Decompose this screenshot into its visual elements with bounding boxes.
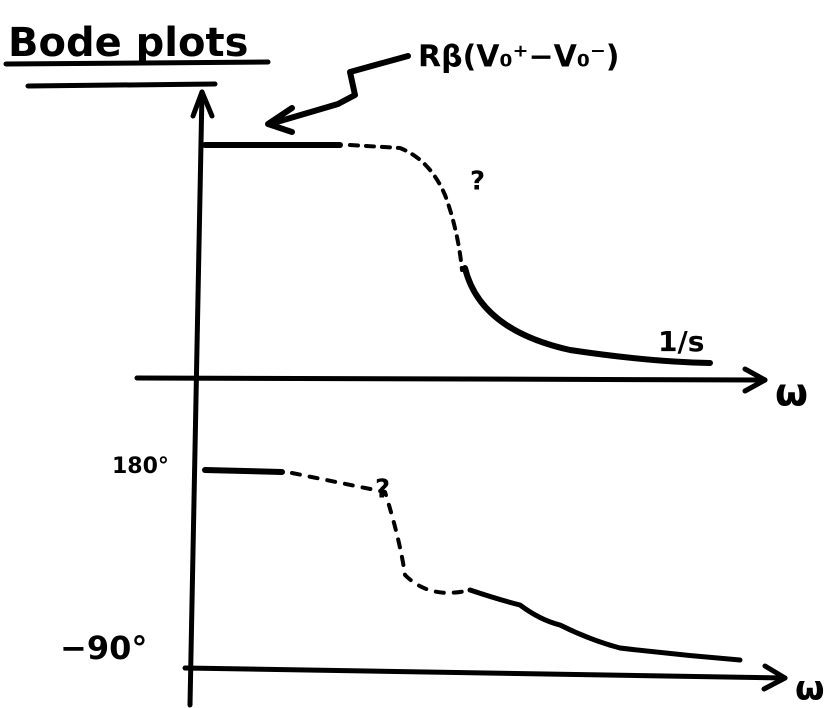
- x-axis-label: ω: [795, 669, 825, 708]
- x-axis-arrow: [742, 366, 768, 394]
- magnitude-uncertain: [348, 143, 464, 272]
- x-axis: [182, 665, 788, 681]
- annotation-arrow: [267, 53, 411, 127]
- slope-label: 1/s: [658, 325, 704, 358]
- phase-rolloff: [467, 587, 743, 663]
- y-axis: [187, 89, 205, 708]
- title-underline: [25, 81, 218, 89]
- arrow-head: [265, 105, 295, 135]
- x-axis: [134, 375, 768, 383]
- question-mark: ?: [375, 475, 390, 505]
- y-axis-arrow: [190, 89, 215, 119]
- x-axis-arrow: [761, 663, 788, 692]
- annotation: Rβ(V₀⁺−V₀⁻): [418, 40, 620, 75]
- phase-flat: [202, 467, 285, 475]
- magnitude-rolloff: [462, 265, 713, 366]
- title: Bode plots: [8, 20, 248, 66]
- x-axis-label: ω: [775, 371, 808, 415]
- phase-top-label: 180°: [112, 454, 169, 479]
- phase-bottom-label: −90°: [60, 629, 147, 667]
- question-mark: ?: [470, 167, 485, 197]
- phase-uncertain: [290, 471, 472, 595]
- title-underline: [3, 59, 271, 67]
